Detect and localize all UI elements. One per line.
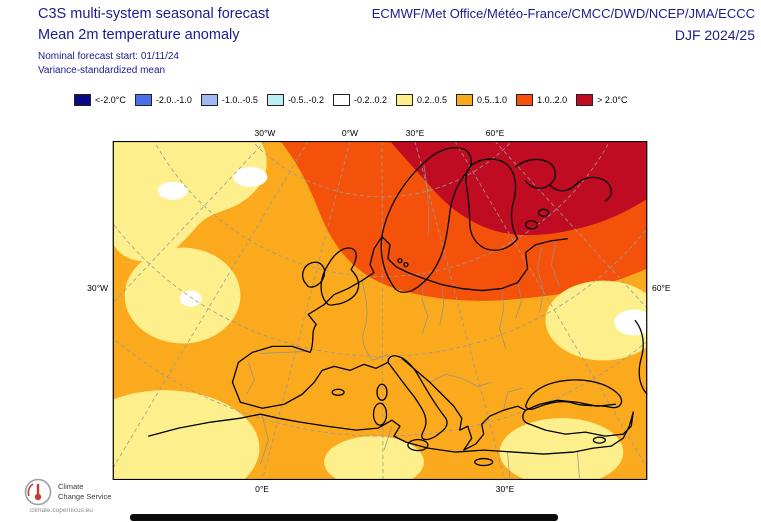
map-frame xyxy=(112,141,648,480)
forecast-start-note: Nominal forecast start: 01/11/24 xyxy=(38,51,179,62)
climate-service-logo-icon xyxy=(24,478,52,506)
legend-swatch xyxy=(134,94,152,106)
season-label: DJF 2024/25 xyxy=(674,27,755,43)
map-tick-left-30w: 30°W xyxy=(87,283,108,293)
legend-label: 0.5..1.0 xyxy=(477,95,508,105)
legend-label: -1.0..-0.5 xyxy=(221,95,258,105)
legend-swatch xyxy=(456,94,474,106)
logo-line1: Climate xyxy=(58,482,84,492)
legend-swatch xyxy=(200,94,218,106)
legend-label: 0.2..0.5 xyxy=(417,95,448,105)
page-title: C3S multi-system seasonal forecast xyxy=(38,6,270,22)
legend-label: > 2.0°C xyxy=(597,95,628,105)
coastlines xyxy=(148,147,648,467)
legend-item: > 2.0°C xyxy=(576,94,627,106)
map-tick-top-0w: 0°W xyxy=(341,128,359,138)
legend-label: <-2.0°C xyxy=(95,95,126,105)
color-legend: <-2.0°C -2.0..-1.0 -1.0..-0.5 -0.5..-0.2… xyxy=(74,94,627,106)
logo-text: Climate Change Service xyxy=(58,482,111,502)
logo-line2: Change Service xyxy=(58,492,112,501)
legend-item: -2.0..-1.0 xyxy=(134,94,192,106)
page-subtitle: Mean 2m temperature anomaly xyxy=(38,27,240,43)
forecast-centers: ECMWF/Met Office/Météo-France/CMCC/DWD/N… xyxy=(371,6,755,21)
legend-swatch xyxy=(74,94,91,106)
map-tick-bottom-30e: 30°E xyxy=(495,484,515,494)
country-borders xyxy=(246,164,580,479)
legend-item: 0.5..1.0 xyxy=(456,94,507,106)
map-tick-top-30w: 30°W xyxy=(254,128,276,138)
map-tick-right-60e: 60°E xyxy=(652,283,671,293)
legend-label: 1.0..2.0 xyxy=(537,95,568,105)
legend-swatch xyxy=(396,94,413,106)
anomaly-fills xyxy=(112,141,648,480)
legend-item: 0.2..0.5 xyxy=(396,94,447,106)
legend-label: -0.2..0.2 xyxy=(353,95,387,105)
legend-swatch xyxy=(516,94,534,106)
variance-note: Variance-standardized mean xyxy=(38,65,166,76)
europe-map-svg xyxy=(112,141,648,480)
map-tick-top-30e: 30°E xyxy=(405,128,425,138)
europe-anomaly-map: 30°W 0°W 30°E 60°E 30°W 60°E 0°E 30°E xyxy=(87,128,670,494)
copernicus-url: climate.copernicus.eu xyxy=(30,507,93,514)
legend-label: -0.5..-0.2 xyxy=(287,95,324,105)
legend-item: -1.0..-0.5 xyxy=(200,94,258,106)
legend-item: -0.5..-0.2 xyxy=(266,94,324,106)
legend-swatch xyxy=(332,94,350,106)
legend-item: -0.2..0.2 xyxy=(332,94,387,106)
legend-item: 1.0..2.0 xyxy=(516,94,567,106)
legend-item: <-2.0°C xyxy=(74,94,126,106)
copernicus-logo: Climate Change Service xyxy=(24,478,111,506)
map-tick-bottom-0e: 0°E xyxy=(255,484,269,494)
legend-label: -2.0..-1.0 xyxy=(155,95,192,105)
bottom-scrollbar[interactable] xyxy=(130,514,558,521)
legend-swatch xyxy=(576,94,594,106)
map-tick-top-60e: 60°E xyxy=(485,128,505,138)
legend-swatch xyxy=(266,94,284,106)
